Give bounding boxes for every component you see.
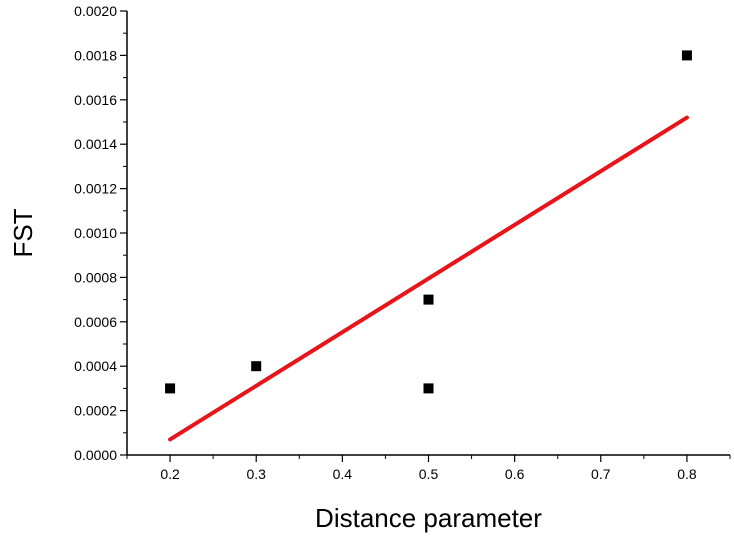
x-tick-label: 0.3 [246, 466, 266, 482]
y-axis-title: FST [8, 208, 38, 257]
data-point [423, 294, 434, 305]
plot-series [165, 50, 692, 442]
x-tick-label: 0.6 [505, 466, 525, 482]
data-point [681, 50, 692, 61]
y-tick-label: 0.0010 [74, 225, 117, 241]
x-tick-label: 0.8 [677, 466, 697, 482]
x-tick-label: 0.2 [160, 466, 180, 482]
y-tick-label: 0.0020 [74, 3, 117, 19]
y-tick-label: 0.0000 [74, 447, 117, 463]
x-tick-label: 0.4 [333, 466, 353, 482]
data-point [251, 361, 262, 372]
fit-line [168, 115, 689, 442]
y-tick-label: 0.0002 [74, 403, 117, 419]
data-point [423, 383, 434, 394]
y-tick-label: 0.0006 [74, 314, 117, 330]
y-axis-ticks: 0.0000 0.0002 0.0004 0.0006 0.0008 0.0010 0.00… [74, 3, 127, 463]
y-tick-label: 0.0016 [74, 92, 117, 108]
x-axis-title: Distance parameter [315, 503, 542, 533]
y-tick-label: 0.0008 [74, 269, 117, 285]
y-tick-label: 0.0014 [74, 136, 117, 152]
x-tick-label: 0.7 [591, 466, 611, 482]
y-tick-label: 0.0018 [74, 47, 117, 63]
x-tick-label: 0.5 [419, 466, 439, 482]
y-tick-label: 0.0012 [74, 181, 117, 197]
x-axis-ticks: 0.2 0.3 0.4 0.5 0.6 0.7 0.8 [126, 455, 731, 482]
data-point [165, 383, 176, 394]
y-tick-label: 0.0004 [74, 358, 117, 374]
